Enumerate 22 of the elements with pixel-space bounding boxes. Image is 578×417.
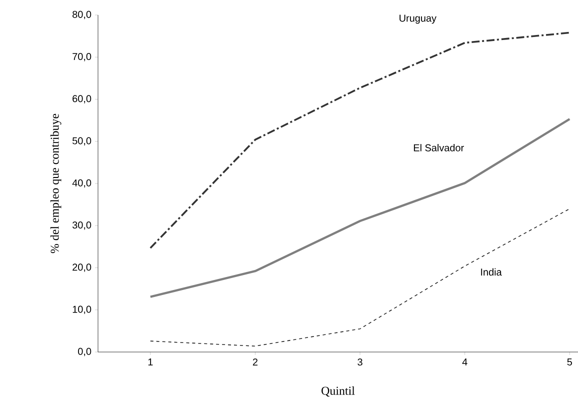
y-axis-title: % del empleo que contribuye [50,114,62,254]
text: Uruguay [400,14,436,24]
y-tick-label: 0,0 [78,348,92,356]
x-tick-label: 5 [567,358,572,366]
text: El Salvador [414,144,464,152]
line-series [150,208,570,346]
y-tick-label: 10,0 [72,306,92,314]
y-tick-label: 40,0 [72,179,92,188]
x-tick-label: 1 [148,358,153,366]
y-tick-label: 20,0 [72,264,92,272]
x-axis-title: Quintil [322,386,355,397]
x-tick-label: 2 [252,358,258,366]
y-tick-label: 30,0 [72,222,92,230]
series-label: India [481,268,502,276]
line-series [149,118,571,298]
y-tick-label: 80,0 [72,10,92,20]
y-tick-label: 60,0 [72,95,92,104]
y-tick-label: 70,0 [72,53,92,62]
y-tick-label: 50,0 [72,137,92,146]
line-series [150,32,571,249]
x-tick-label: 4 [462,358,468,366]
x-tick-label: 3 [358,358,362,366]
